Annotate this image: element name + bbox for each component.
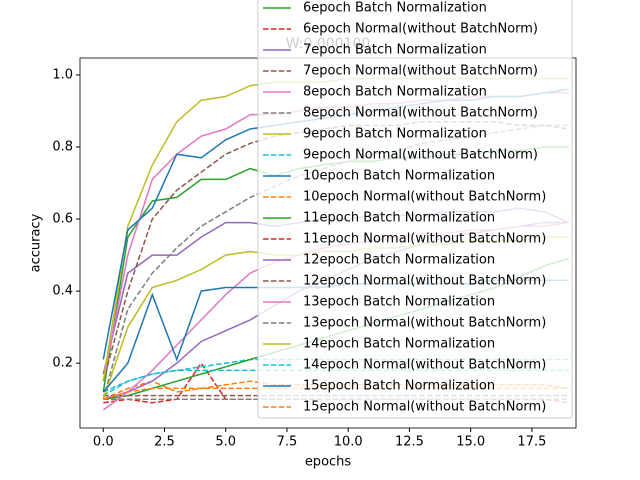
y-tick-label: 0.4 — [52, 284, 73, 299]
legend-label: 13epoch Batch Normalization — [303, 295, 495, 310]
y-axis-label: accuracy — [29, 213, 44, 272]
legend-label: 12epoch Normal(without BatchNorm) — [303, 274, 546, 289]
x-tick-label: 0.0 — [93, 435, 114, 450]
y-tick-label: 0.2 — [52, 356, 73, 371]
x-axis-label: epochs — [305, 455, 352, 470]
legend-label: 15epoch Batch Normalization — [303, 379, 495, 394]
legend-label: 6epoch Normal(without BatchNorm) — [303, 22, 538, 37]
legend-label: 11epoch Normal(without BatchNorm) — [303, 232, 546, 247]
legend-label: 10epoch Batch Normalization — [303, 169, 495, 184]
series-line — [102, 124, 569, 400]
x-tick-label: 2.5 — [154, 435, 175, 450]
x-tick-label: 5.0 — [215, 435, 236, 450]
legend-box — [257, 0, 573, 419]
legend-label: 10epoch Normal(without BatchNorm) — [303, 190, 546, 205]
y-tick-label: 0.6 — [52, 212, 73, 227]
y-tick-label: 0.8 — [52, 139, 73, 154]
legend-label: 13epoch Normal(without BatchNorm) — [303, 316, 546, 331]
x-tick-label: 10.0 — [334, 435, 363, 450]
x-tick-label: 7.5 — [277, 435, 298, 450]
legend-label: 11epoch Batch Normalization — [303, 211, 495, 226]
x-tick-label: 12.5 — [395, 435, 424, 450]
legend-label: 15epoch Normal(without BatchNorm) — [303, 400, 546, 415]
x-tick-label: 15.0 — [456, 435, 485, 450]
legend-label: 7epoch Normal(without BatchNorm) — [303, 64, 538, 79]
x-tick-label: 17.5 — [517, 435, 546, 450]
y-tick-label: 1.0 — [52, 67, 73, 82]
legend-label: 14epoch Batch Normalization — [303, 337, 495, 352]
legend-label: 12epoch Batch Normalization — [303, 253, 495, 268]
legend-label: 6epoch Batch Normalization — [303, 1, 487, 16]
legend-label: 8epoch Normal(without BatchNorm) — [303, 106, 538, 121]
legend-label: 7epoch Batch Normalization — [303, 43, 487, 58]
legend-label: 9epoch Batch Normalization — [303, 127, 487, 142]
legend-label: 14epoch Normal(without BatchNorm) — [303, 358, 546, 373]
legend-label: 9epoch Normal(without BatchNorm) — [303, 148, 538, 163]
legend-label: 8epoch Batch Normalization — [303, 85, 487, 100]
